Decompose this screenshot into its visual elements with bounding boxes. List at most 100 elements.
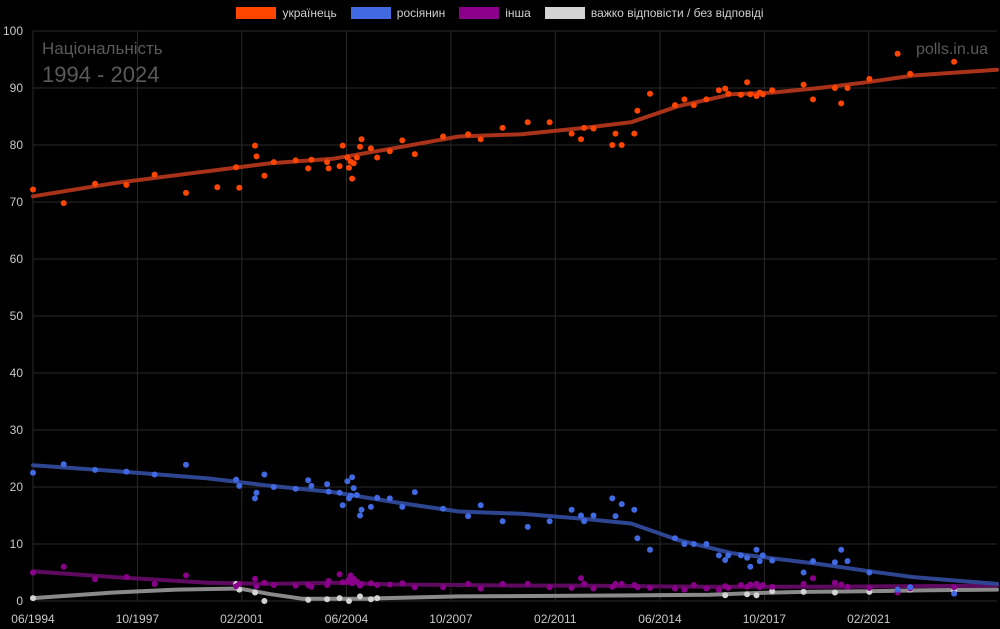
data-point-rus[interactable]: [374, 494, 381, 501]
data-point-rus[interactable]: [753, 546, 760, 553]
data-point-ukr[interactable]: [386, 148, 393, 155]
data-point-rus[interactable]: [305, 477, 312, 484]
data-point-rus[interactable]: [349, 474, 356, 481]
data-point-hard[interactable]: [357, 593, 363, 600]
data-point-ukr[interactable]: [612, 130, 619, 137]
data-point-ukr[interactable]: [609, 142, 616, 148]
data-point-other[interactable]: [60, 563, 67, 570]
data-point-rus[interactable]: [612, 513, 619, 520]
data-point-rus[interactable]: [568, 506, 575, 513]
data-point-rus[interactable]: [123, 468, 130, 475]
data-point-rus[interactable]: [477, 502, 484, 509]
data-point-rus[interactable]: [261, 471, 268, 478]
data-point-rus[interactable]: [907, 584, 914, 591]
data-point-rus[interactable]: [325, 488, 332, 495]
data-point-rus[interactable]: [703, 541, 710, 547]
data-point-ukr[interactable]: [349, 175, 356, 182]
data-point-ukr[interactable]: [800, 81, 807, 88]
data-point-rus[interactable]: [183, 461, 189, 468]
data-point-hard[interactable]: [831, 589, 838, 596]
data-point-rus[interactable]: [715, 552, 722, 559]
data-point-ukr[interactable]: [725, 90, 732, 97]
data-point-ukr[interactable]: [477, 136, 484, 143]
data-point-hard[interactable]: [261, 598, 268, 604]
data-point-other[interactable]: [634, 584, 641, 591]
data-point-other[interactable]: [759, 582, 766, 588]
data-point-ukr[interactable]: [747, 91, 754, 98]
data-point-rus[interactable]: [92, 466, 99, 473]
data-point-other[interactable]: [367, 580, 374, 587]
data-point-rus[interactable]: [581, 518, 588, 525]
data-point-ukr[interactable]: [690, 102, 697, 109]
data-point-rus[interactable]: [690, 541, 697, 547]
data-point-ukr[interactable]: [183, 189, 189, 196]
data-point-other[interactable]: [737, 582, 744, 588]
data-point-ukr[interactable]: [123, 181, 130, 188]
data-point-rus[interactable]: [844, 558, 851, 565]
data-point-ukr[interactable]: [346, 164, 352, 171]
data-point-ukr[interactable]: [60, 200, 67, 207]
data-point-ukr[interactable]: [308, 156, 315, 163]
data-point-rus[interactable]: [647, 546, 653, 553]
data-point-ukr[interactable]: [581, 124, 588, 131]
data-point-other[interactable]: [252, 575, 258, 582]
data-point-rus[interactable]: [838, 546, 845, 553]
data-point-ukr[interactable]: [270, 159, 277, 166]
data-point-ukr[interactable]: [357, 143, 363, 150]
data-point-ukr[interactable]: [440, 133, 447, 140]
data-point-ukr[interactable]: [344, 154, 351, 161]
data-point-other[interactable]: [339, 579, 346, 586]
data-point-ukr[interactable]: [715, 87, 722, 94]
data-point-ukr[interactable]: [722, 85, 729, 92]
data-point-other[interactable]: [581, 580, 588, 587]
data-point-other[interactable]: [358, 580, 365, 587]
data-point-rus[interactable]: [681, 541, 688, 547]
data-point-rus[interactable]: [292, 485, 299, 492]
data-point-ukr[interactable]: [292, 157, 299, 164]
data-point-rus[interactable]: [347, 492, 354, 499]
data-point-hard[interactable]: [252, 589, 258, 596]
data-point-rus[interactable]: [367, 503, 374, 510]
data-point-ukr[interactable]: [703, 96, 710, 103]
data-point-rus[interactable]: [336, 489, 343, 496]
data-point-hard[interactable]: [346, 598, 352, 604]
data-point-other[interactable]: [590, 585, 597, 592]
data-point-ukr[interactable]: [336, 163, 343, 170]
data-point-ukr[interactable]: [894, 50, 901, 57]
data-point-rus[interactable]: [252, 495, 258, 502]
data-point-rus[interactable]: [350, 485, 357, 492]
data-point-hard[interactable]: [374, 595, 381, 602]
data-point-ukr[interactable]: [838, 100, 845, 107]
data-point-ukr[interactable]: [647, 90, 653, 97]
data-point-ukr[interactable]: [634, 107, 641, 114]
data-point-rus[interactable]: [233, 476, 240, 483]
data-point-rus[interactable]: [30, 469, 36, 476]
data-point-ukr[interactable]: [866, 75, 873, 82]
data-point-other[interactable]: [866, 584, 873, 591]
data-point-ukr[interactable]: [672, 102, 678, 109]
data-point-ukr[interactable]: [92, 180, 99, 187]
data-point-ukr[interactable]: [499, 124, 506, 131]
data-point-ukr[interactable]: [810, 96, 816, 103]
data-point-rus[interactable]: [344, 478, 351, 485]
data-point-rus[interactable]: [524, 523, 531, 530]
data-point-rus[interactable]: [399, 503, 406, 510]
data-point-rus[interactable]: [357, 512, 363, 519]
data-point-ukr[interactable]: [590, 125, 597, 132]
data-point-other[interactable]: [349, 580, 356, 587]
data-point-rus[interactable]: [831, 559, 838, 566]
data-point-other[interactable]: [681, 586, 688, 593]
data-point-rus[interactable]: [634, 535, 641, 542]
data-point-hard[interactable]: [324, 596, 331, 603]
data-point-other[interactable]: [672, 585, 678, 592]
data-point-other[interactable]: [546, 584, 553, 591]
data-point-other[interactable]: [465, 580, 472, 587]
data-point-ukr[interactable]: [214, 184, 221, 191]
data-point-ukr[interactable]: [374, 154, 381, 161]
data-point-ukr[interactable]: [618, 142, 625, 148]
data-point-rus[interactable]: [358, 506, 365, 513]
data-point-other[interactable]: [800, 580, 807, 587]
data-point-ukr[interactable]: [151, 171, 158, 178]
data-point-rus[interactable]: [386, 495, 393, 502]
data-point-rus[interactable]: [759, 552, 766, 559]
